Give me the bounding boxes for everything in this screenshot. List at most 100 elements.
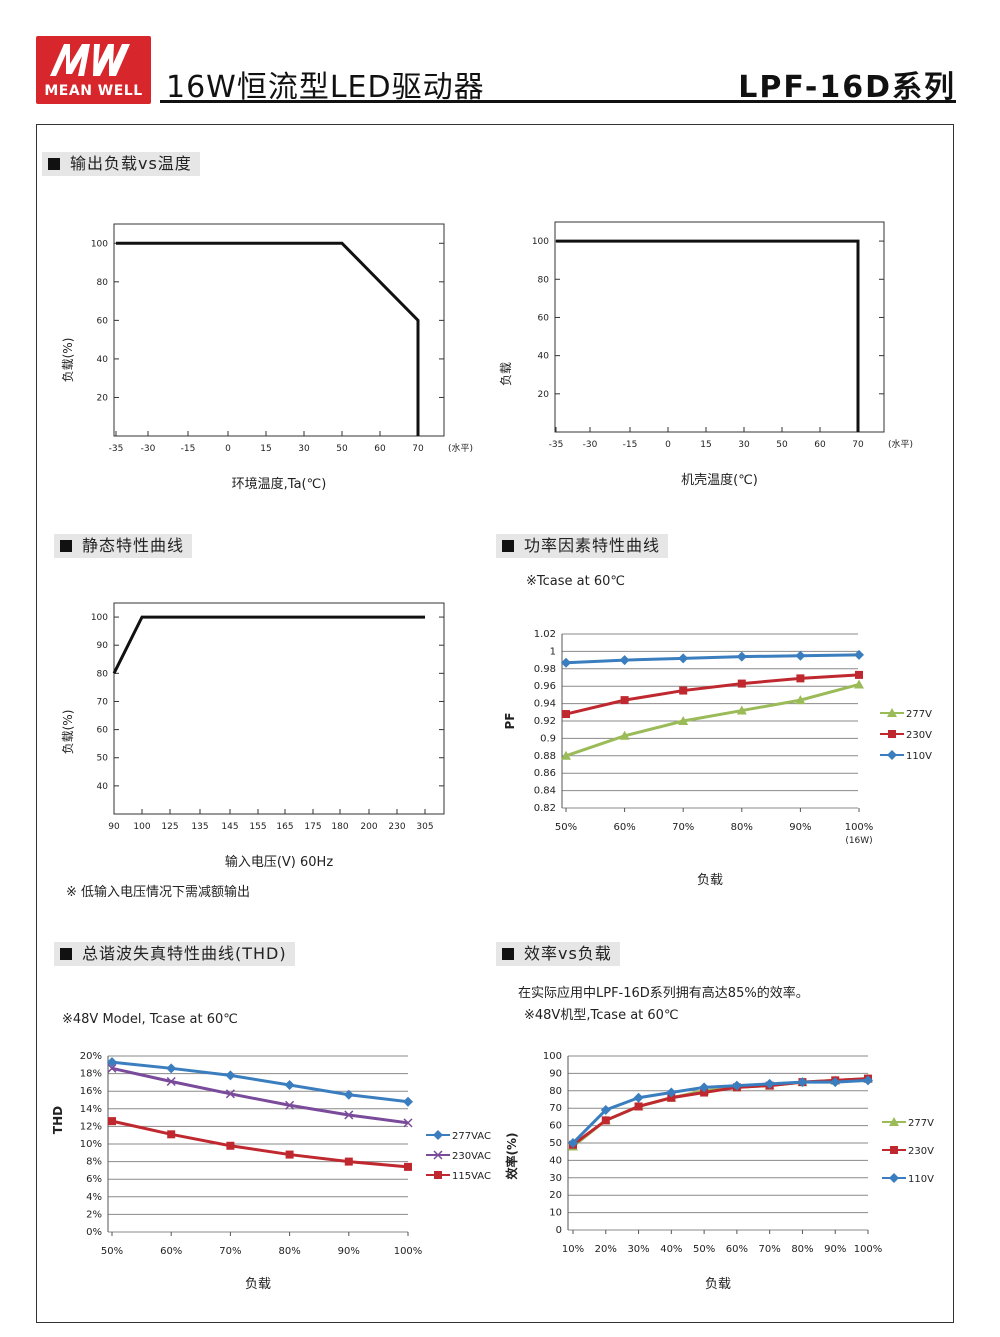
x-tick-label: 80% (791, 1244, 813, 1255)
y-tick-label: 4% (86, 1192, 102, 1203)
series-230V: 230V (562, 670, 932, 741)
legend-label: 230V (906, 730, 932, 741)
y-axis-label: THD (51, 1106, 65, 1134)
data-point (225, 1089, 235, 1099)
x-tick-label: 90 (108, 822, 120, 832)
derating-line (556, 239, 860, 432)
chart-derating_case: 20 40 60 80 100 -35 -30 -15 0 15 30 50 60 70 (水平) 机壳温度(… (499, 221, 913, 488)
y-tick-label: 0.88 (534, 751, 556, 762)
y-tick-label: 30 (549, 1173, 562, 1184)
y-tick-label: 6% (86, 1174, 102, 1185)
y-tick-label: 0.98 (534, 664, 556, 675)
data-point (830, 1077, 841, 1088)
x-tick-label: 305 (416, 822, 433, 832)
legend-marker (890, 1146, 898, 1154)
data-point (863, 1075, 873, 1086)
x-axis-label: 负载 (245, 1277, 271, 1292)
legend-label: 277V (906, 709, 932, 720)
document-title: 16W恒流型LED驱动器 (166, 70, 485, 105)
data-point (225, 1070, 236, 1081)
x-tick-label: 80% (731, 822, 753, 833)
bullet-square-icon (60, 948, 72, 960)
logo-text: MEAN WELL (44, 83, 143, 99)
x-tick-label: 50% (693, 1244, 715, 1255)
data-point (699, 1082, 710, 1093)
pf-tcase-note: ※Tcase at 60℃ (526, 574, 625, 589)
data-point (796, 674, 805, 683)
y-tick-label: 60 (97, 316, 109, 326)
legend-label: 230VAC (452, 1151, 491, 1162)
data-point (166, 1063, 177, 1074)
chart-efficiency: 0 10 20 30 40 50 60 70 80 90 100 10% 20% 30% 40% 50% 60%… (504, 1051, 934, 1292)
y-tick-label: 0.9 (540, 733, 556, 744)
data-point (166, 1076, 176, 1087)
data-point (619, 655, 630, 666)
chart-static_characteristic: 40 50 60 70 80 90 100 90 100 125 135 145 155 165 175 18… (61, 602, 445, 870)
eff-model-note: ※48V机型,Tcase at 60℃ (524, 1008, 679, 1023)
x-tick-label: 100% (845, 822, 874, 833)
x-tick-label: 60% (160, 1246, 182, 1257)
y-tick-label: 0.84 (534, 786, 556, 797)
data-point (633, 1092, 644, 1103)
series-line (111, 1060, 409, 1104)
x-tick-label: 90% (824, 1244, 846, 1255)
legend-marker (433, 1130, 443, 1140)
data-point (736, 705, 747, 715)
data-point (285, 1150, 294, 1159)
x-tick-label: 100 (133, 822, 150, 832)
x-tick-label: 145 (221, 822, 238, 832)
x-tick-label: 100% (854, 1244, 883, 1255)
data-point (167, 1130, 176, 1139)
x-tick-label: 50 (336, 444, 348, 454)
bullet-square-icon (60, 540, 72, 552)
section-title-text: 效率vs负载 (524, 944, 612, 963)
x-tick-label: 80% (278, 1246, 300, 1257)
y-tick-label: 8% (86, 1157, 102, 1168)
y-axis-label: 负载(%) (61, 710, 75, 755)
section-title-text: 总谐波失真特性曲线(THD) (82, 944, 287, 963)
data-point (107, 1063, 117, 1073)
series-110V: 110V (561, 649, 932, 762)
bullet-square-icon (502, 948, 514, 960)
legend-label: 230V (908, 1146, 934, 1157)
x-tick-note: (16W) (845, 836, 872, 846)
thd-model-note: ※48V Model, Tcase at 60℃ (62, 1012, 238, 1027)
x-tick-label: 70 (852, 440, 864, 450)
static-line (112, 615, 425, 675)
y-tick-label: 60 (97, 726, 109, 736)
data-point (736, 651, 747, 662)
y-tick-label: 1.02 (534, 629, 556, 640)
data-point (561, 657, 571, 668)
data-point (700, 1088, 709, 1097)
y-tick-label: 70 (97, 697, 109, 707)
series-title: LPF-16D系列 (738, 70, 956, 105)
chart-derating_ambient: 20 40 60 80 100 -35 -30 -15 0 15 30 50 60 70 (水平) 环境温度,… (61, 223, 473, 492)
data-point (284, 1080, 295, 1091)
y-tick-label: 80 (549, 1086, 562, 1097)
x-tick-label: 125 (161, 822, 178, 832)
y-axis-label: 效率(%) (504, 1133, 519, 1180)
data-point (344, 1157, 353, 1166)
data-point (568, 1138, 578, 1148)
x-unit-label: (水平) (448, 442, 473, 454)
series-277VAC: 277VAC (107, 1057, 491, 1142)
data-point (737, 679, 746, 688)
y-tick-label: 100 (91, 613, 108, 623)
x-tick-label: 165 (276, 822, 293, 832)
derating-line (116, 241, 420, 436)
series-115VAC: 115VAC (108, 1117, 491, 1182)
x-axis-label: 负载 (705, 1277, 731, 1292)
data-point (107, 1057, 117, 1068)
legend-marker (889, 1117, 899, 1126)
data-point (634, 1102, 643, 1111)
x-tick-label: 15 (700, 440, 711, 450)
y-tick-label: 0.82 (534, 803, 556, 814)
y-tick-label: 10 (549, 1208, 562, 1219)
section-title-eff: 效率vs负载 (496, 942, 620, 966)
x-axis-label: 机壳温度(℃) (681, 472, 758, 488)
eff-description: 在实际应用中LPF-16D系列拥有高达85%的效率。 (518, 986, 809, 1001)
data-point (854, 679, 864, 689)
y-tick-label: 80 (97, 278, 109, 288)
data-point (678, 653, 689, 664)
legend-marker (887, 708, 897, 717)
